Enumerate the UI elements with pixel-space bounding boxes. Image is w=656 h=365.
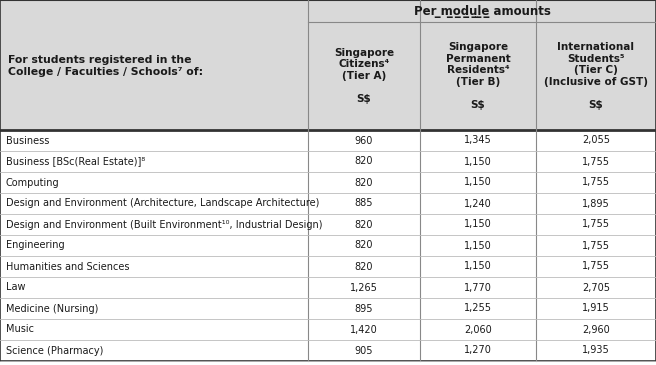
Text: 820: 820 — [355, 157, 373, 166]
Text: 1,755: 1,755 — [582, 157, 610, 166]
Bar — [0, 319, 656, 340]
Text: 1,345: 1,345 — [464, 135, 492, 146]
Text: Humanities and Sciences: Humanities and Sciences — [6, 261, 129, 272]
Text: 1,755: 1,755 — [582, 241, 610, 250]
Bar — [0, 235, 656, 256]
Text: College / Faculties / Schools⁷ of:: College / Faculties / Schools⁷ of: — [8, 67, 203, 77]
Text: 2,060: 2,060 — [464, 324, 492, 334]
Text: 1,150: 1,150 — [464, 177, 492, 188]
Text: 1,755: 1,755 — [582, 177, 610, 188]
Text: 1,150: 1,150 — [464, 157, 492, 166]
Text: 2,705: 2,705 — [582, 283, 610, 292]
Text: 820: 820 — [355, 177, 373, 188]
Text: For students registered in the: For students registered in the — [8, 55, 192, 65]
Text: 1,150: 1,150 — [464, 241, 492, 250]
Bar — [420, 22, 536, 130]
Bar — [308, 0, 656, 22]
Text: 820: 820 — [355, 261, 373, 272]
Text: International
Students⁵
(Tier C)
(Inclusive of GST)

S$: International Students⁵ (Tier C) (Inclus… — [544, 42, 648, 110]
Bar — [0, 151, 656, 172]
Text: Singapore
Citizens⁴
(Tier A)

S$: Singapore Citizens⁴ (Tier A) S$ — [334, 48, 394, 104]
Text: 1,150: 1,150 — [464, 261, 492, 272]
Bar — [308, 22, 420, 130]
Text: 820: 820 — [355, 241, 373, 250]
Text: 1,770: 1,770 — [464, 283, 492, 292]
Text: 1,240: 1,240 — [464, 199, 492, 208]
Text: Music: Music — [6, 324, 34, 334]
Text: Per ̲m̲o̲d̲u̲l̲e̲ amounts: Per ̲m̲o̲d̲u̲l̲e̲ amounts — [413, 4, 550, 18]
Text: 820: 820 — [355, 219, 373, 230]
Text: 1,270: 1,270 — [464, 346, 492, 356]
Text: 1,895: 1,895 — [582, 199, 610, 208]
Bar — [0, 214, 656, 235]
Text: 1,915: 1,915 — [582, 304, 610, 314]
Text: Engineering: Engineering — [6, 241, 65, 250]
Text: 2,960: 2,960 — [582, 324, 610, 334]
Text: 1,255: 1,255 — [464, 304, 492, 314]
Bar — [0, 298, 656, 319]
Text: Business [BSc(Real Estate)]⁸: Business [BSc(Real Estate)]⁸ — [6, 157, 145, 166]
Text: 895: 895 — [355, 304, 373, 314]
Bar — [0, 0, 308, 130]
Text: 1,935: 1,935 — [582, 346, 610, 356]
Text: 905: 905 — [355, 346, 373, 356]
Text: 1,265: 1,265 — [350, 283, 378, 292]
Text: Design and Environment (Architecture, Landscape Architecture): Design and Environment (Architecture, La… — [6, 199, 319, 208]
Text: Science (Pharmacy): Science (Pharmacy) — [6, 346, 104, 356]
Text: 1,420: 1,420 — [350, 324, 378, 334]
Text: 1,755: 1,755 — [582, 219, 610, 230]
Text: Computing: Computing — [6, 177, 60, 188]
Bar — [0, 193, 656, 214]
Text: Law: Law — [6, 283, 26, 292]
Text: 885: 885 — [355, 199, 373, 208]
Bar — [0, 340, 656, 361]
Text: Singapore
Permanent
Residents⁴
(Tier B)

S$: Singapore Permanent Residents⁴ (Tier B) … — [445, 42, 510, 110]
Bar — [0, 172, 656, 193]
Text: Design and Environment (Built Environment¹⁰, Industrial Design): Design and Environment (Built Environmen… — [6, 219, 323, 230]
Text: 1,755: 1,755 — [582, 261, 610, 272]
Text: 2,055: 2,055 — [582, 135, 610, 146]
Bar — [0, 256, 656, 277]
Bar — [0, 130, 656, 151]
Bar — [0, 277, 656, 298]
Text: Business: Business — [6, 135, 49, 146]
Text: Medicine (Nursing): Medicine (Nursing) — [6, 304, 98, 314]
Bar — [536, 22, 656, 130]
Text: 960: 960 — [355, 135, 373, 146]
Text: 1,150: 1,150 — [464, 219, 492, 230]
